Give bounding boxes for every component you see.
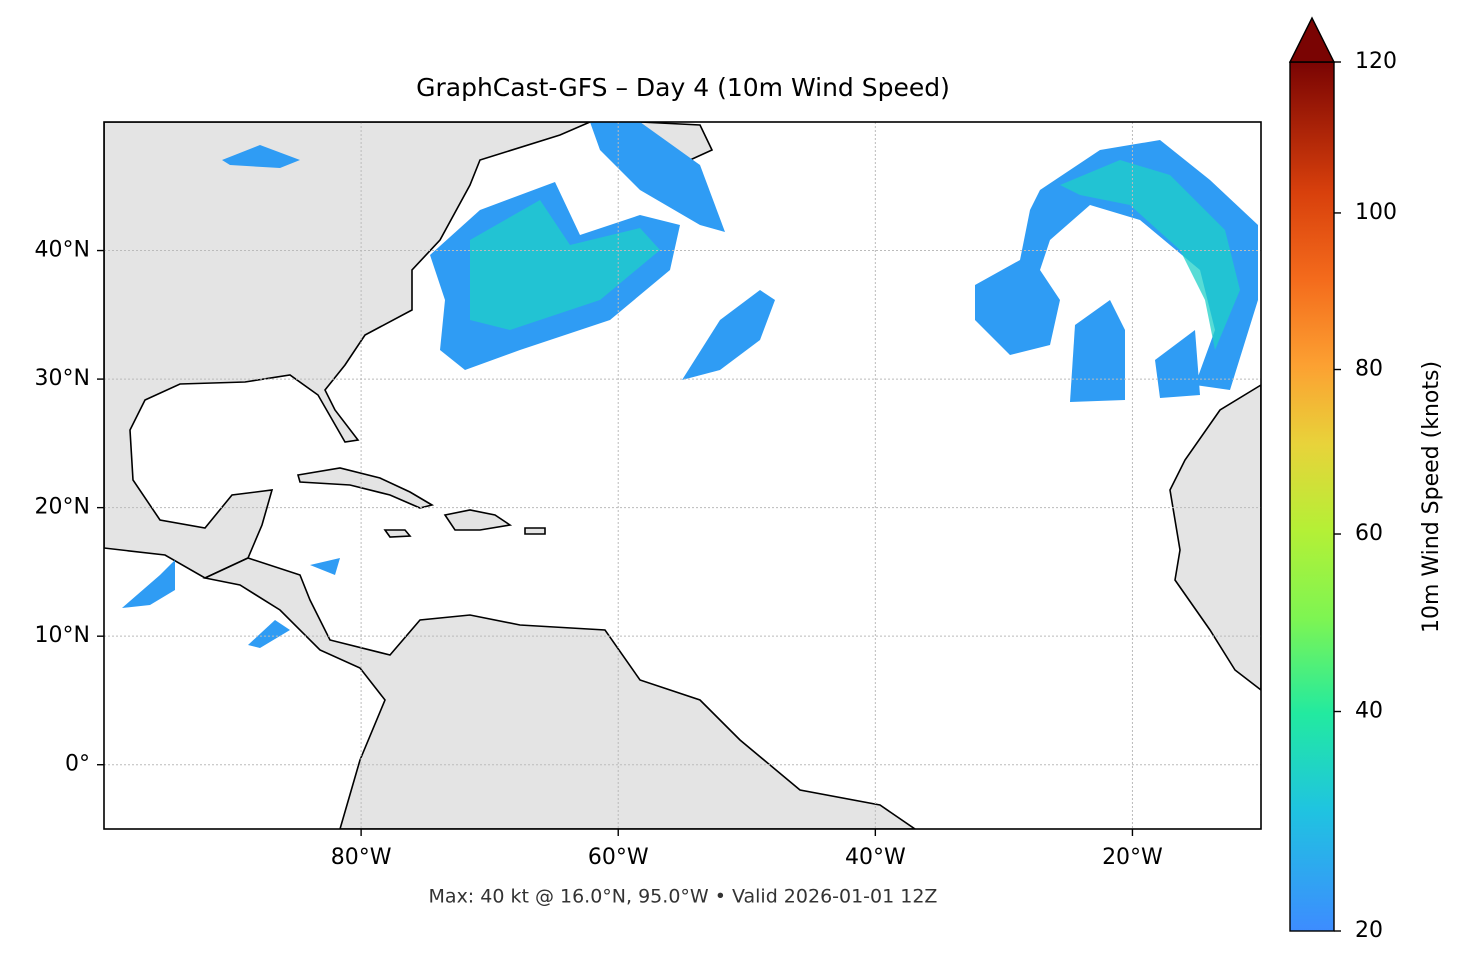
colorbar-tick-label: 20 [1355,918,1383,943]
wind-core [470,200,660,330]
wind-region [590,122,725,232]
colorbar-tick-label: 60 [1355,521,1383,546]
map-title: GraphCast-GFS – Day 4 (10m Wind Speed) [416,73,950,102]
jamaica [383,529,412,538]
x-tick-label: 20°W [1102,845,1163,870]
note: Max: 40 kt @ 16.0°N, 95.0°W • Valid 2026… [429,886,938,908]
map-area [104,122,1261,829]
colorbar-tick-label: 80 [1355,357,1383,382]
wind-region [1155,330,1200,398]
colorbar [1289,61,1335,932]
y-tick-label: 20°N [35,495,90,520]
colorbar-tick-label: 100 [1355,200,1397,225]
y-tick-label: 0° [65,752,90,777]
hispaniola [443,509,513,531]
x-tick-label: 80°W [331,845,392,870]
x-tick-label: 60°W [588,845,649,870]
south-america [202,557,917,829]
y-tick-label: 10°N [35,623,90,648]
wind-core [1060,160,1240,350]
north-america [104,122,591,579]
y-tick-label: 40°N [35,238,90,263]
colorbar-extension [1288,16,1336,63]
africa [1169,384,1261,692]
y-tick-label: 30°N [35,366,90,391]
wind-region [122,560,175,608]
cuba [296,467,435,509]
colorbar-tick-label: 120 [1355,49,1397,74]
x-tick-label: 40°W [845,845,906,870]
wind-region [310,558,340,575]
wind-region [682,290,775,380]
puerto-rico [524,527,546,535]
colorbar-tick-label: 40 [1355,699,1383,724]
wind-region [222,145,300,168]
map-frame [103,121,1262,830]
wind-region [248,620,290,648]
wind-region [1070,300,1125,402]
colorbar-label: 10m Wind Speed (knots) [1419,361,1444,633]
